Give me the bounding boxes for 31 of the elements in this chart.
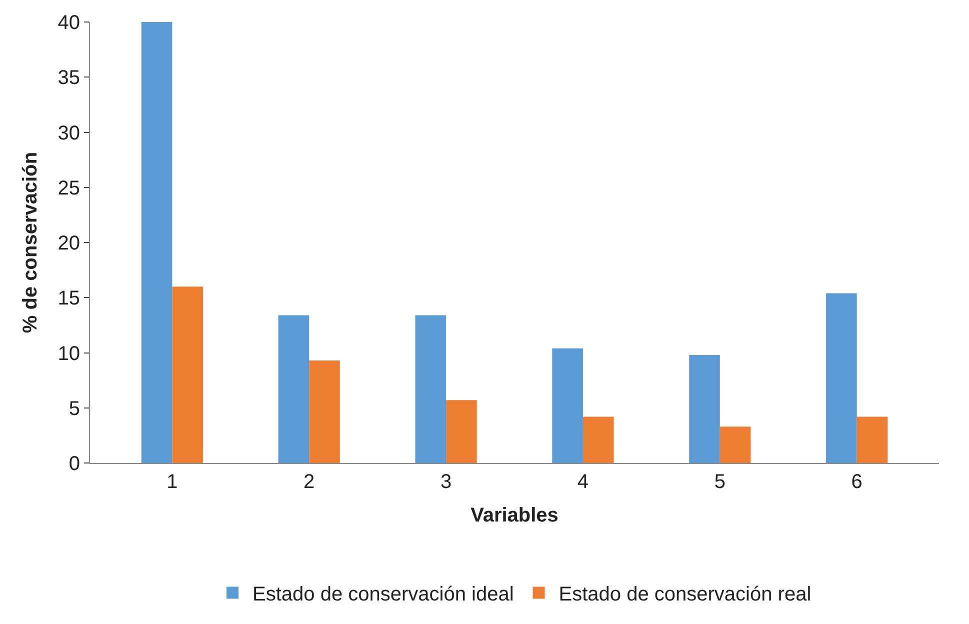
y-tick-label: 25 [58, 177, 80, 200]
y-tick-label: 10 [58, 342, 80, 365]
bar [415, 315, 446, 463]
bar [141, 22, 172, 463]
bar [689, 354, 720, 463]
y-tick-label: 40 [58, 12, 80, 34]
x-tick-label: 3 [440, 471, 452, 493]
bar [446, 400, 477, 463]
bar [826, 293, 857, 463]
bar [309, 360, 340, 463]
bar [278, 315, 310, 463]
legend-label: Estado de conservación ideal [252, 584, 514, 606]
y-tick-label: 5 [68, 398, 80, 420]
y-tick-label: 20 [58, 232, 80, 254]
bar [582, 416, 614, 463]
y-axis-title: % de conservación [19, 152, 42, 334]
x-axis-title: Variables [470, 504, 558, 526]
bar [856, 416, 888, 463]
x-tick-label: 2 [304, 471, 315, 493]
y-tick-label: 15 [58, 288, 80, 310]
x-tick-label: 6 [851, 471, 862, 493]
y-tick-label: 30 [58, 122, 80, 144]
legend-label: Estado de conservación real [558, 584, 812, 606]
bar [720, 426, 751, 463]
x-tick-label: 5 [714, 471, 726, 493]
bar [552, 348, 583, 463]
x-tick-label: 1 [166, 471, 178, 493]
y-tick-label: 35 [58, 67, 80, 90]
x-tick-label: 4 [577, 471, 589, 493]
y-tick-label: 0 [68, 453, 80, 475]
bar [172, 286, 203, 463]
